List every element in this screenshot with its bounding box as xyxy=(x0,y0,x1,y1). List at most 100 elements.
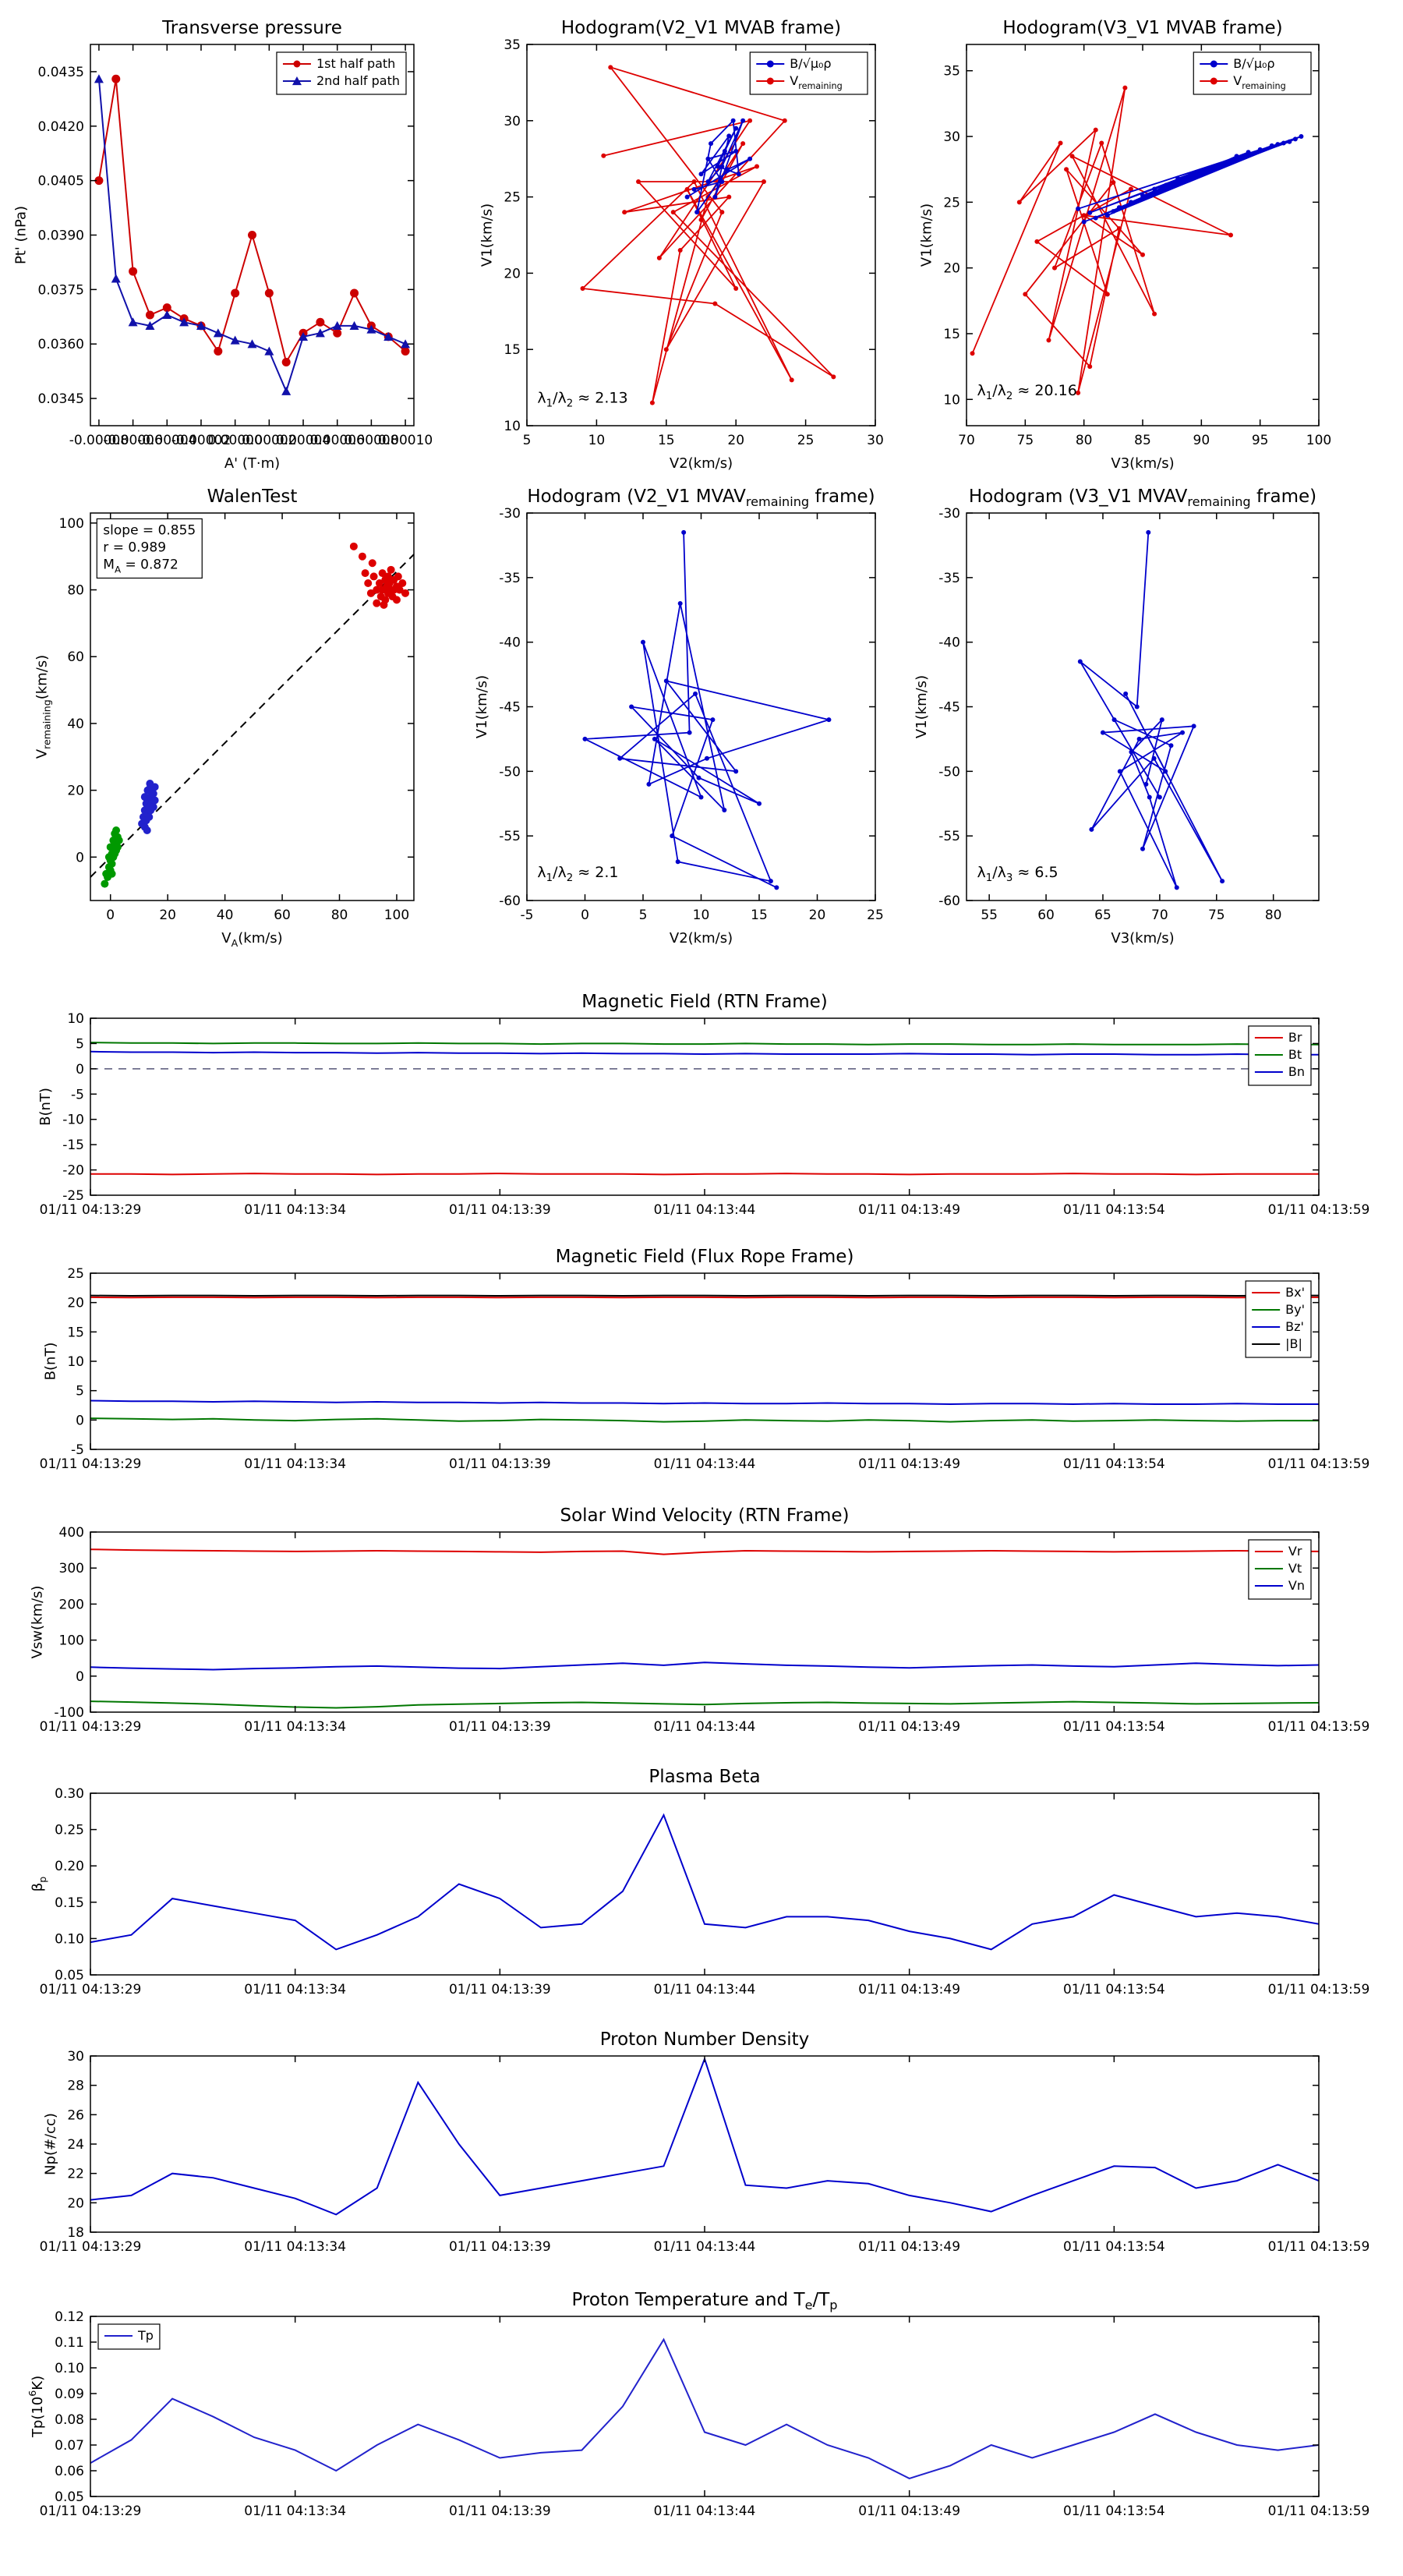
chart-title: Transverse pressure xyxy=(161,18,342,38)
y-tick-label: 0 xyxy=(76,1062,84,1077)
y-tick-label: 0.10 xyxy=(55,1931,84,1947)
point-marker xyxy=(693,692,698,696)
point-marker xyxy=(767,61,774,68)
point-marker xyxy=(705,157,710,161)
y-axis-label: V1(km/s) xyxy=(474,675,490,738)
axes-background xyxy=(967,44,1319,426)
point-marker xyxy=(831,374,836,379)
x-tick-label: 95 xyxy=(1252,433,1269,448)
x-tick-label: 01/11 04:13:34 xyxy=(244,2503,346,2519)
point-marker xyxy=(1143,782,1148,787)
x-tick-label: 01/11 04:13:39 xyxy=(449,1202,551,1218)
point-marker xyxy=(671,210,676,214)
y-tick-label: 0 xyxy=(76,850,84,865)
x-tick-label: 70 xyxy=(1151,908,1168,923)
point-marker xyxy=(767,78,774,85)
x-tick-label: 01/11 04:13:39 xyxy=(449,1456,551,1472)
point-marker xyxy=(1157,794,1162,799)
point-marker xyxy=(725,167,730,172)
x-tick-label: 01/11 04:13:44 xyxy=(654,2239,756,2255)
point-marker xyxy=(248,231,256,239)
x-tick-label: 10 xyxy=(588,433,606,448)
point-marker xyxy=(1094,216,1098,221)
y-tick-label: 300 xyxy=(59,1561,84,1576)
x-tick-label: 01/11 04:13:59 xyxy=(1268,2503,1370,2519)
y-axis-label: Vremaining(km/s) xyxy=(34,655,53,759)
x-tick-label: 01/11 04:13:59 xyxy=(1268,1202,1370,1218)
x-tick-label: 0 xyxy=(106,908,115,923)
point-marker xyxy=(1129,749,1133,754)
y-tick-label: 5 xyxy=(76,1384,84,1399)
transverse-pressure: -0.00008-0.00006-0.00004-0.000020.000000… xyxy=(13,18,433,472)
point-marker xyxy=(774,885,779,890)
point-marker xyxy=(145,813,153,821)
point-marker xyxy=(692,187,697,192)
point-marker xyxy=(143,826,151,834)
x-tick-label: 01/11 04:13:54 xyxy=(1063,2503,1165,2519)
x-tick-label: 20 xyxy=(809,908,826,923)
y-tick-label: 0.09 xyxy=(55,2387,84,2402)
point-marker xyxy=(1222,161,1227,165)
point-marker xyxy=(629,705,634,709)
y-tick-label: -30 xyxy=(499,506,521,522)
point-marker xyxy=(1270,143,1274,148)
legend: Tp xyxy=(98,2324,160,2349)
chart-title: Hodogram (V2_V1 MVAVremaining frame) xyxy=(527,487,875,509)
point-marker xyxy=(1082,213,1087,218)
point-marker xyxy=(1210,61,1217,68)
y-tick-label: 0.06 xyxy=(55,2464,84,2479)
x-tick-label: 01/11 04:13:39 xyxy=(449,1982,551,1997)
annotation-text: slope = 0.855 xyxy=(103,522,196,538)
point-marker xyxy=(1129,200,1133,204)
x-tick-label: 01/11 04:13:29 xyxy=(40,1202,142,1218)
point-marker xyxy=(1287,140,1292,144)
point-marker xyxy=(359,553,366,561)
x-tick-label: 70 xyxy=(958,433,975,448)
x-axis-label: V2(km/s) xyxy=(670,930,733,947)
x-tick-label: 01/11 04:13:59 xyxy=(1268,1982,1370,1997)
point-marker xyxy=(369,559,376,567)
point-marker xyxy=(670,833,674,838)
point-marker xyxy=(755,164,759,168)
point-marker xyxy=(1168,743,1173,748)
y-tick-label: 0.05 xyxy=(55,2489,84,2505)
y-tick-label: 20 xyxy=(67,784,84,799)
point-marker xyxy=(719,210,724,214)
point-marker xyxy=(1152,312,1157,317)
y-tick-label: 25 xyxy=(67,1266,84,1282)
point-marker xyxy=(1046,338,1051,342)
point-marker xyxy=(1111,209,1115,214)
y-tick-label: 100 xyxy=(59,516,84,532)
point-marker xyxy=(1152,756,1157,761)
point-marker xyxy=(129,267,137,276)
point-marker xyxy=(687,731,692,735)
point-marker xyxy=(394,572,402,580)
y-tick-label: 0.07 xyxy=(55,2438,84,2454)
point-marker xyxy=(1105,213,1110,218)
point-marker xyxy=(1087,364,1092,369)
y-tick-label: 20 xyxy=(67,1296,84,1311)
y-tick-label: -50 xyxy=(499,764,521,780)
y-tick-label: 0.12 xyxy=(55,2309,84,2325)
point-marker xyxy=(757,801,762,806)
x-tick-label: 01/11 04:13:49 xyxy=(858,2239,960,2255)
y-axis-label: Np(#/cc) xyxy=(42,2113,58,2175)
x-tick-label: 01/11 04:13:49 xyxy=(858,1982,960,1997)
y-tick-label: -100 xyxy=(54,1705,84,1721)
y-tick-label: 15 xyxy=(504,342,521,358)
point-marker xyxy=(1147,794,1152,799)
x-tick-label: 01/11 04:13:54 xyxy=(1063,2239,1165,2255)
point-marker xyxy=(705,756,709,761)
y-tick-label: 0.15 xyxy=(55,1895,84,1911)
y-tick-label: 18 xyxy=(67,2225,84,2241)
y-tick-label: 0 xyxy=(76,1669,84,1685)
x-tick-label: -5 xyxy=(521,908,534,923)
point-marker xyxy=(1070,154,1075,158)
x-tick-label: 01/11 04:13:29 xyxy=(40,2239,142,2255)
x-tick-label: 10 xyxy=(693,908,710,923)
x-tick-label: 01/11 04:13:44 xyxy=(654,1719,756,1735)
x-tick-label: 01/11 04:13:54 xyxy=(1063,1982,1165,1997)
